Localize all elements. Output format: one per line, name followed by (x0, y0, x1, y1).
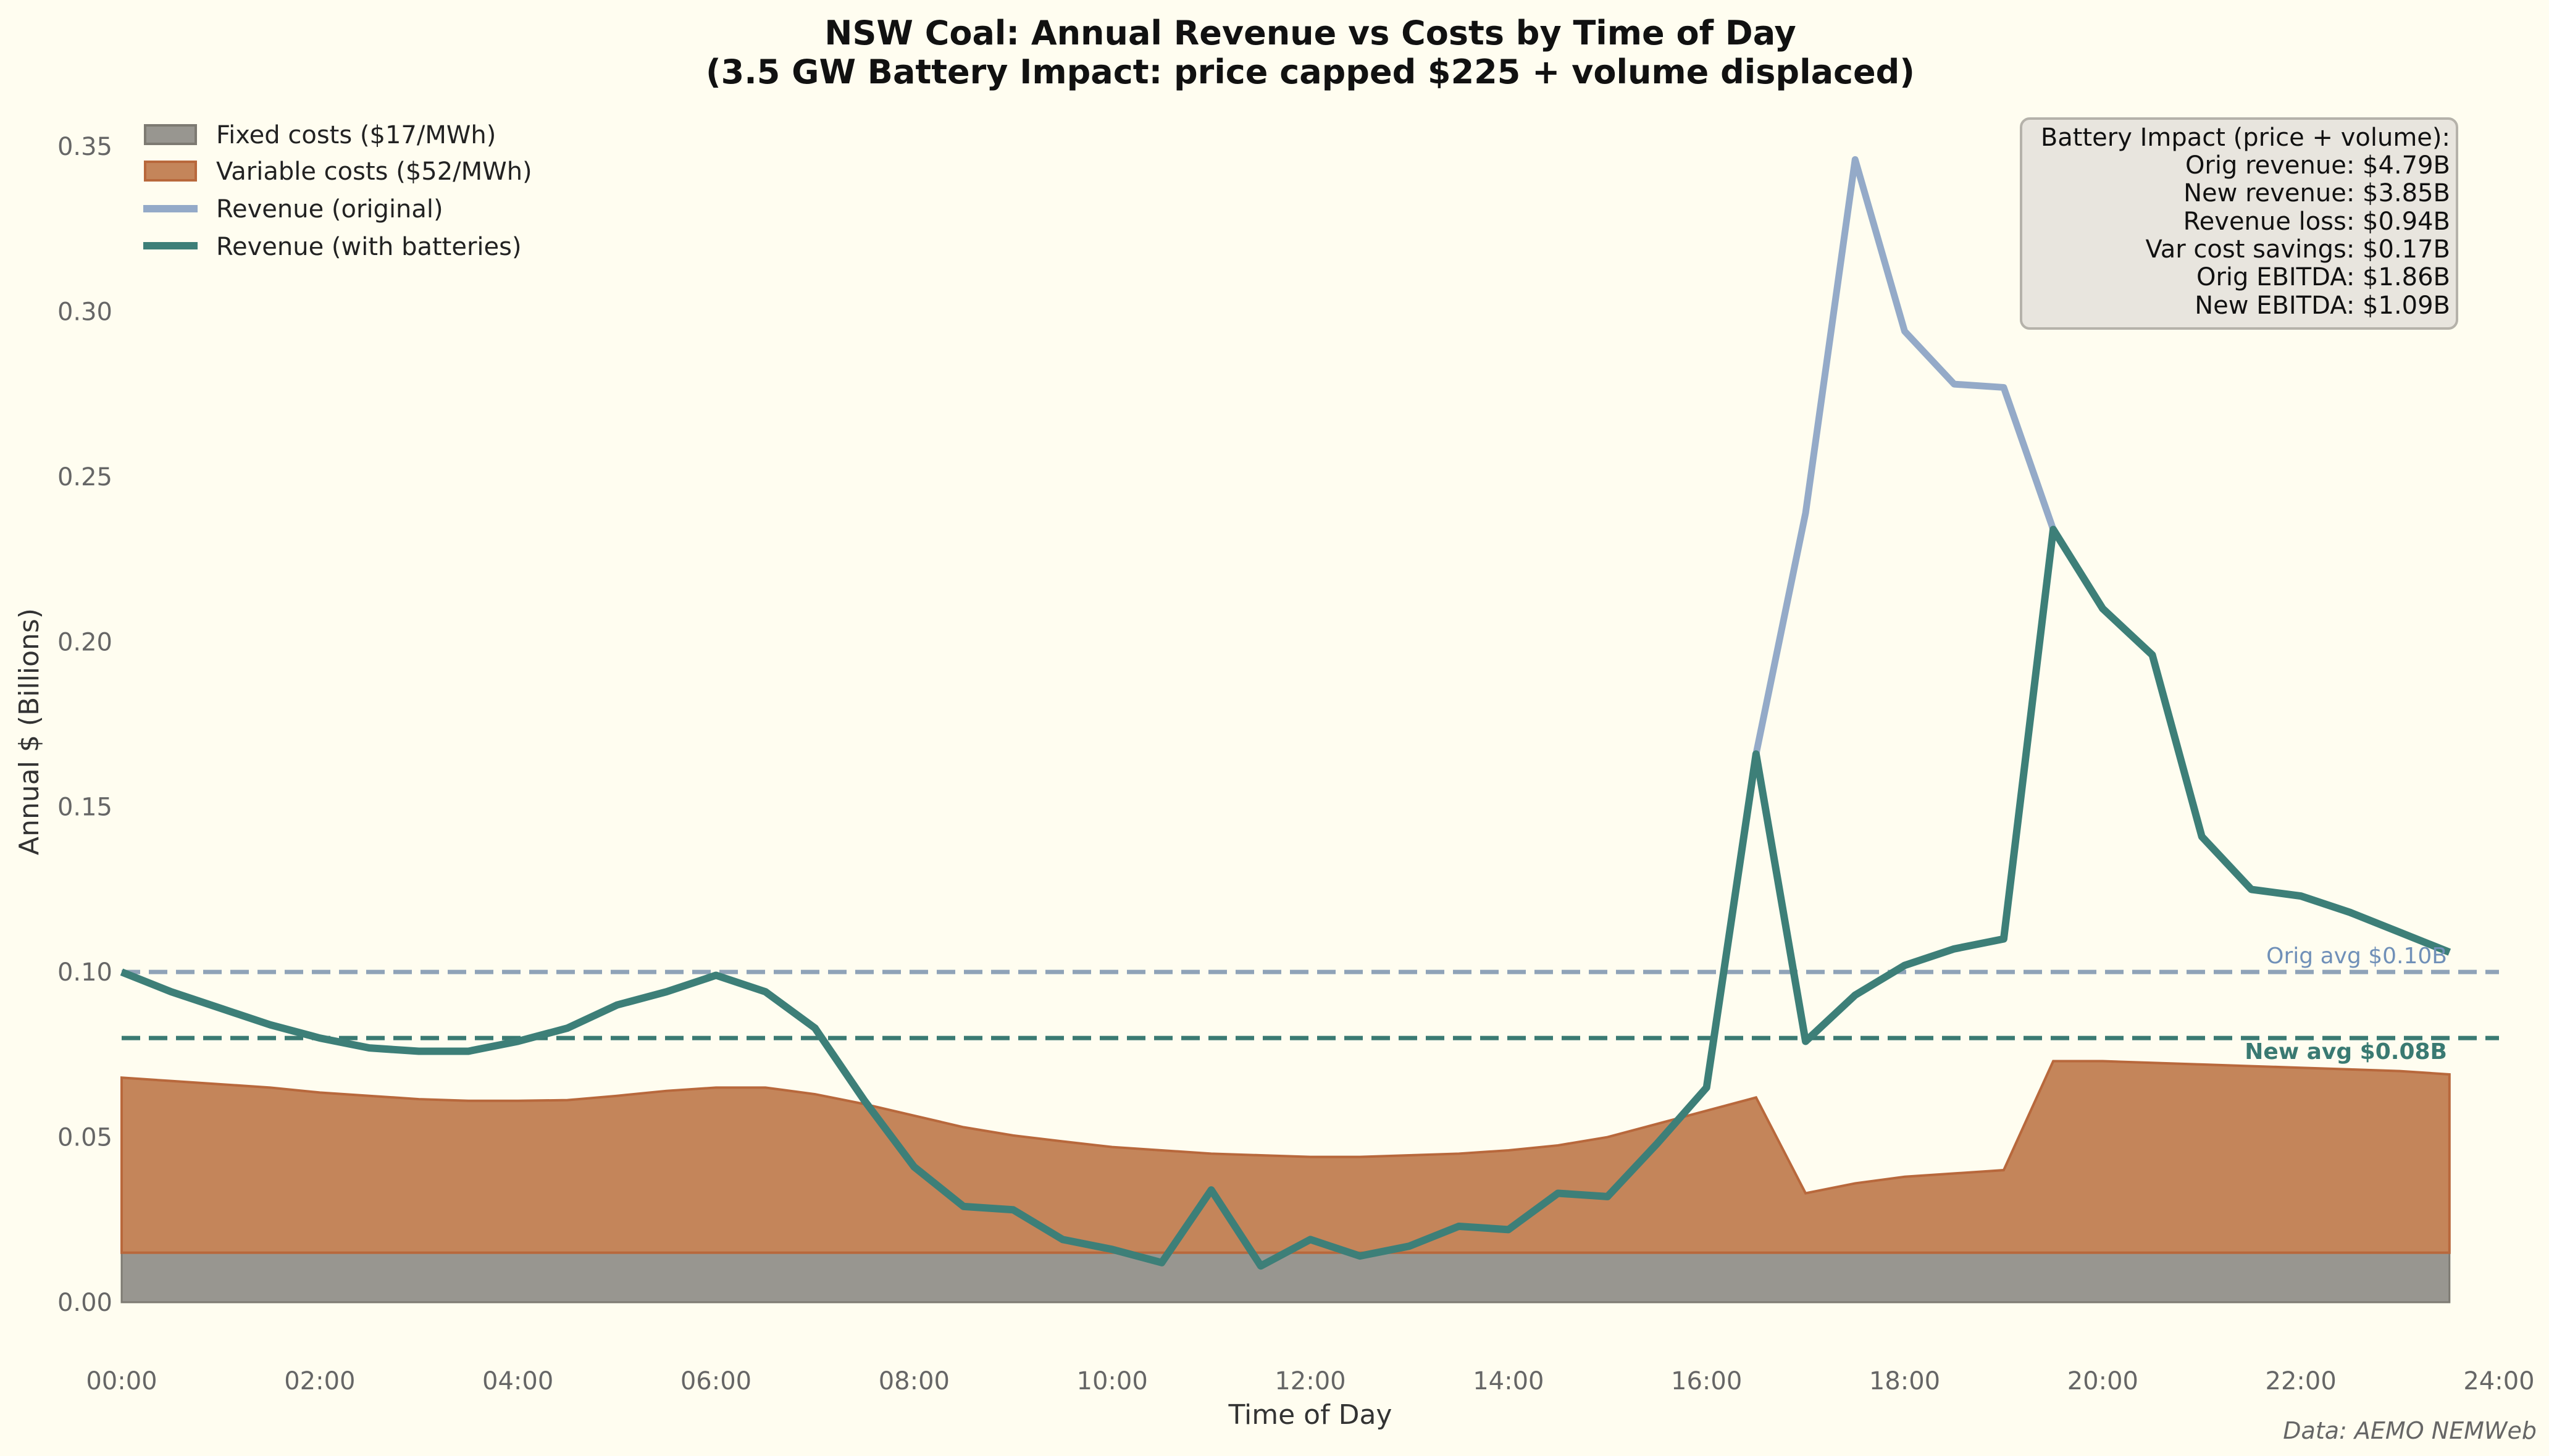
legend-label-variable-costs: Variable costs ($52/MWh) (216, 157, 532, 186)
legend-label-fixed-costs: Fixed costs ($17/MWh) (216, 121, 496, 149)
x-tick-label: 24:00 (2463, 1367, 2534, 1395)
chart-subtitle: (3.5 GW Battery Impact: price capped $22… (706, 52, 1915, 91)
y-tick-label: 0.05 (57, 1124, 112, 1152)
x-tick-label: 22:00 (2266, 1367, 2337, 1395)
annotation-line: New revenue: $3.85B (2183, 179, 2450, 207)
battery-impact-annotation: Battery Impact (price + volume): Orig re… (2020, 117, 2458, 330)
legend: Fixed costs ($17/MWh) Variable costs ($5… (143, 121, 532, 261)
y-tick-label: 0.20 (57, 628, 112, 656)
orig-avg-label: Orig avg $0.10B (2266, 943, 2447, 969)
x-tick-label: 10:00 (1077, 1367, 1148, 1395)
annotation-line: Orig revenue: $4.79B (2185, 151, 2450, 180)
fixed-costs-area (120, 1252, 2451, 1303)
legend-label-revenue-batteries: Revenue (with batteries) (216, 233, 522, 261)
y-axis-label: Annual $ (Billions) (14, 608, 45, 855)
y-tick-label: 0.35 (57, 133, 112, 161)
legend-swatch-variable-costs (144, 161, 197, 182)
x-tick-label: 18:00 (1869, 1367, 1940, 1395)
y-tick-label: 0.30 (57, 298, 112, 326)
x-tick-label: 04:00 (482, 1367, 553, 1395)
y-tick-label: 0.25 (57, 463, 112, 492)
legend-label-revenue-original: Revenue (original) (216, 195, 443, 224)
x-tick-label: 06:00 (680, 1367, 751, 1395)
x-tick-label: 20:00 (2067, 1367, 2138, 1395)
x-tick-label: 02:00 (284, 1367, 355, 1395)
annotation-line: Orig EBITDA: $1.86B (2196, 263, 2450, 291)
y-tick-label: 0.10 (57, 958, 112, 987)
annotation-line: Revenue loss: $0.94B (2183, 207, 2450, 236)
x-axis-label: Time of Day (1228, 1399, 1392, 1431)
cost-areas (120, 1060, 2451, 1303)
x-tick-label: 12:00 (1274, 1367, 1346, 1395)
annotation-line: New EBITDA: $1.09B (2195, 291, 2450, 320)
annotation-line: Var cost savings: $0.17B (2146, 235, 2451, 264)
x-axis-ticks: 00:00 02:00 04:00 06:00 08:00 10:00 12:00 14:00… (86, 1367, 2534, 1395)
revenue-batteries-line (120, 525, 2451, 1270)
x-tick-label: 00:00 (86, 1367, 157, 1395)
legend-swatch-fixed-costs (144, 124, 197, 145)
y-tick-label: 0.00 (57, 1289, 112, 1317)
x-tick-label: 16:00 (1671, 1367, 1742, 1395)
y-tick-label: 0.15 (57, 793, 112, 822)
chart-title: NSW Coal: Annual Revenue vs Costs by Tim… (824, 14, 1796, 52)
revenue-lines (120, 156, 2451, 1270)
new-avg-label: New avg $0.08B (2245, 1039, 2447, 1065)
variable-costs-area (120, 1060, 2451, 1254)
y-axis-ticks: 0.00 0.05 0.10 0.15 0.20 0.25 0.30 0.35 (57, 133, 112, 1317)
x-tick-label: 14:00 (1473, 1367, 1544, 1395)
data-source: Data: AEMO NEMWeb (2283, 1417, 2537, 1444)
annotation-line: Battery Impact (price + volume): (2041, 123, 2450, 152)
x-tick-label: 08:00 (879, 1367, 950, 1395)
annotation-box (2020, 117, 2458, 330)
